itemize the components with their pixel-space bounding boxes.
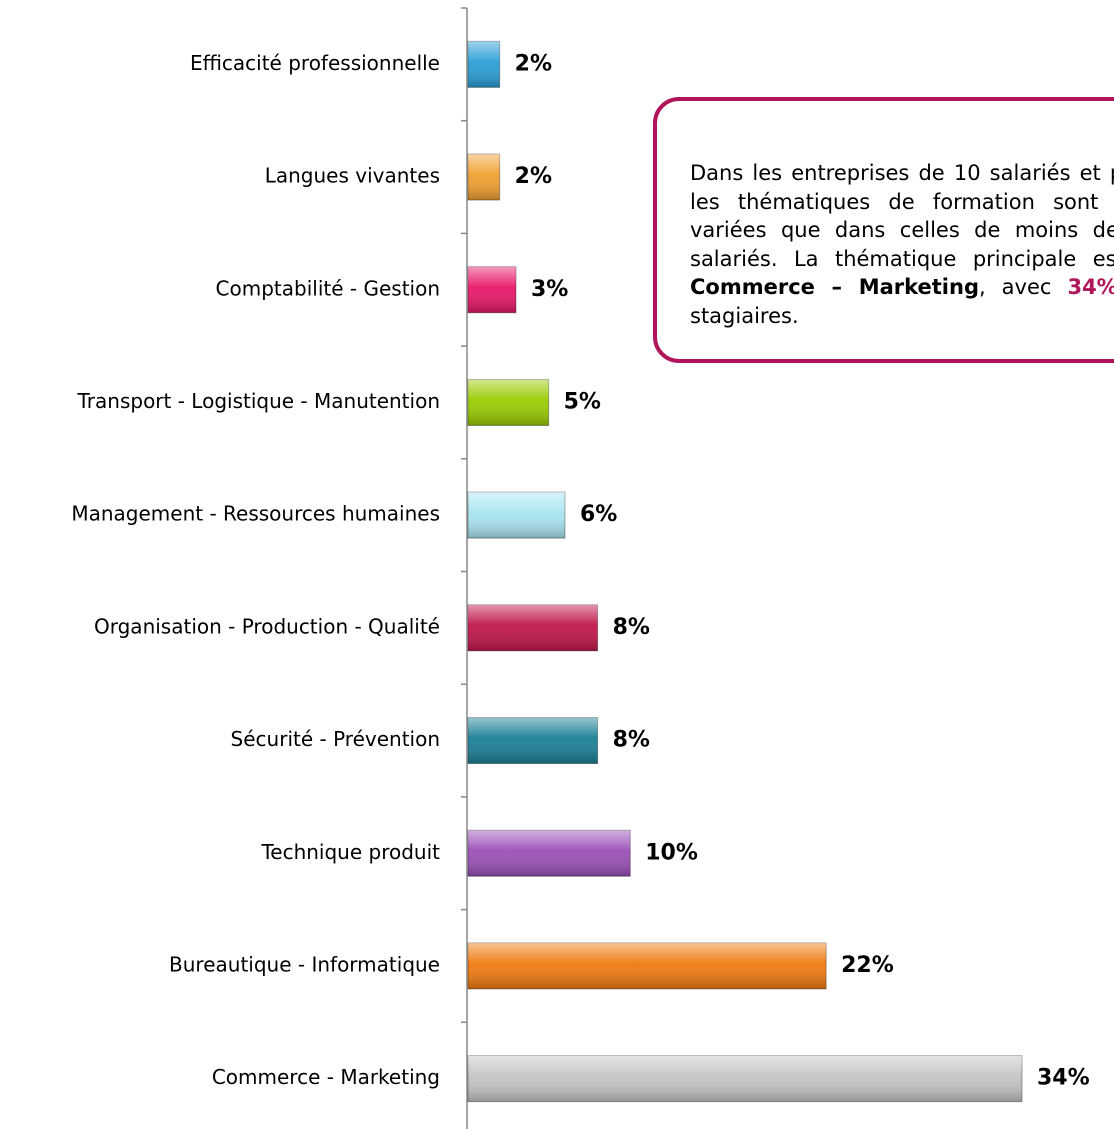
value-label: 22%	[841, 953, 894, 978]
annotation-text: de stagiaires.	[690, 303, 799, 328]
category-label: Commerce - Marketing	[212, 1065, 440, 1089]
value-label: 34%	[1037, 1066, 1090, 1091]
value-label: 10%	[645, 840, 698, 865]
category-label: Transport - Logistique - Manutention	[77, 389, 440, 413]
category-label: Organisation - Production - Qualité	[94, 614, 440, 638]
bar-shine	[468, 942, 827, 989]
value-label: 2%	[515, 164, 552, 189]
bar-shine	[468, 830, 631, 877]
bar-shine	[468, 717, 598, 764]
annotation: Dans les entreprises de 10 salariés et p…	[690, 159, 1114, 330]
value-label: 8%	[613, 728, 650, 753]
category-label: Management - Ressources humaines	[71, 502, 440, 526]
annotation-text: , avec	[978, 275, 1068, 299]
value-label: 3%	[531, 277, 568, 302]
annotation-bold: Commerce – Marketing	[690, 275, 979, 299]
bar-shine	[468, 41, 500, 88]
value-label: 6%	[580, 502, 617, 527]
annotation-box: Dans les entreprises de 10 salariés et p…	[653, 97, 1114, 363]
category-label: Technique produit	[260, 840, 440, 864]
bar-shine	[468, 154, 500, 201]
bar-shine	[468, 379, 549, 426]
category-label: Bureautique - Informatique	[169, 952, 440, 976]
category-label: Langues vivantes	[265, 164, 440, 188]
category-label: Sécurité - Prévention	[231, 727, 440, 751]
value-label: 8%	[613, 615, 650, 640]
value-label: 2%	[515, 51, 552, 76]
value-label: 5%	[564, 389, 601, 414]
category-label: Comptabilité - Gestion	[216, 276, 440, 300]
bar-shine	[468, 492, 565, 539]
bar-shine	[468, 604, 598, 651]
annotation-highlight: 34%	[1067, 275, 1114, 299]
bar-shine	[468, 1055, 1022, 1102]
annotation-text: Dans les entreprises de 10 salariés et p…	[690, 161, 1114, 271]
bar-shine	[468, 266, 516, 313]
category-label: Efficacité professionnelle	[190, 51, 440, 75]
